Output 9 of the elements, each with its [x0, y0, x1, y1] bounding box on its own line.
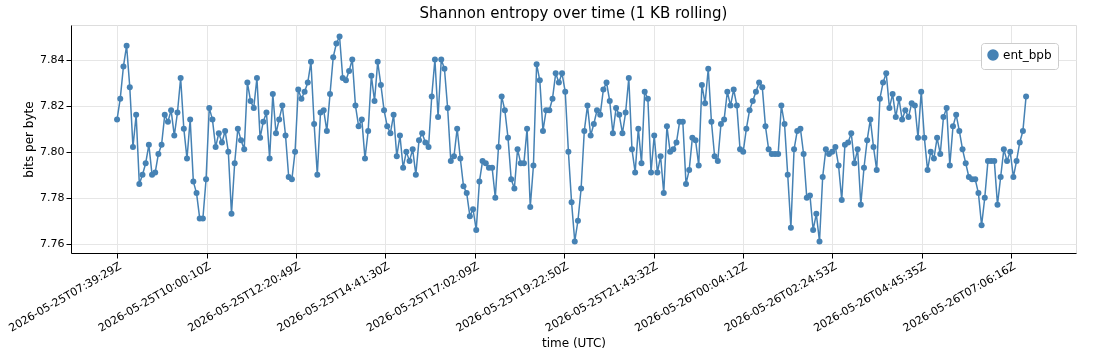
y-tick-label: 7.80 — [40, 145, 65, 159]
y-tick-label: 7.78 — [40, 191, 65, 205]
y-axis-title: bits per byte — [22, 101, 37, 178]
y-tick-label: 7.82 — [40, 99, 65, 113]
y-tick-label: 7.84 — [40, 53, 65, 67]
y-tick-label: 7.76 — [40, 237, 65, 251]
x-axis-title: time (UTC) — [541, 335, 607, 350]
legend-label: ent_bpb — [1003, 48, 1052, 62]
chart-title: Shannon entropy over time (1 KB rolling) — [419, 4, 728, 22]
